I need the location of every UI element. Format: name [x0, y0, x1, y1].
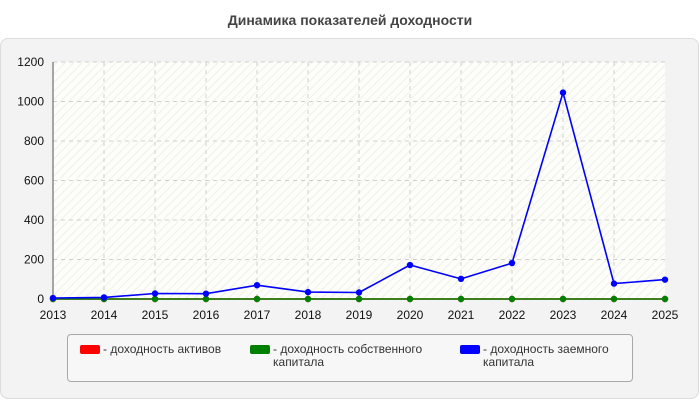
- series-point-2: [559, 89, 567, 96]
- legend-item-activ[interactable]: - доходность активов: [80, 343, 221, 356]
- legend-item-borrowed[interactable]: - доходность заемного капитала: [460, 343, 623, 369]
- series-point-2: [508, 259, 516, 267]
- x-tick-label: 2025: [652, 308, 679, 322]
- series-point-1: [610, 295, 618, 303]
- series-point-1: [457, 295, 465, 303]
- series-point-1: [355, 295, 363, 303]
- series-point-2: [49, 294, 57, 302]
- series-point-1: [202, 295, 210, 303]
- x-tick-label: 2024: [601, 308, 628, 322]
- x-tick-label: 2022: [499, 308, 526, 322]
- x-tick-label: 2019: [346, 308, 373, 322]
- x-tick-label: 2016: [193, 308, 220, 322]
- legend: - доходность активов - доходность собств…: [67, 334, 633, 382]
- legend-label-own: - доходность собственного капитала: [273, 342, 423, 369]
- series-point-2: [253, 281, 261, 289]
- y-tick-label: 1200: [17, 55, 44, 69]
- legend-label-borrowed: - доходность заемного капитала: [483, 342, 609, 369]
- chart-title: Динамика показателей доходности: [227, 12, 473, 28]
- series-point-2: [661, 276, 669, 283]
- y-tick-label: 800: [24, 134, 44, 148]
- series-point-2: [151, 290, 159, 297]
- x-tick-label: 2014: [91, 308, 118, 322]
- x-tick-label: 2021: [448, 308, 475, 322]
- series-point-1: [253, 295, 261, 303]
- series-point-1: [151, 295, 159, 303]
- y-tick-label: 600: [24, 174, 44, 188]
- x-tick-label: 2017: [244, 308, 271, 322]
- series-point-1: [406, 295, 414, 303]
- y-tick-label: 200: [24, 253, 44, 267]
- series-point-2: [100, 294, 108, 301]
- series-point-2: [304, 288, 312, 296]
- series-point-1: [304, 295, 312, 303]
- series-point-2: [610, 280, 618, 287]
- series-point-1: [559, 295, 567, 303]
- series-point-1: [508, 295, 516, 303]
- y-tick-label: 0: [37, 292, 44, 306]
- series-point-2: [355, 289, 363, 296]
- legend-swatch-own: [250, 345, 270, 354]
- series-point-1: [661, 295, 669, 303]
- legend-item-own[interactable]: - доходность собственного капитала: [250, 343, 438, 369]
- y-tick-label: 1000: [17, 95, 44, 109]
- x-tick-label: 2020: [397, 308, 424, 322]
- legend-swatch-borrowed: [460, 345, 480, 354]
- x-tick-label: 2018: [295, 308, 322, 322]
- series-point-2: [457, 275, 465, 283]
- x-tick-label: 2015: [142, 308, 169, 322]
- series-point-2: [202, 290, 210, 297]
- x-tick-label: 2023: [550, 308, 577, 322]
- x-tick-label: 2013: [40, 308, 67, 322]
- legend-label-activ: - доходность активов: [103, 342, 222, 356]
- legend-swatch-activ: [80, 345, 100, 354]
- y-tick-label: 400: [24, 213, 44, 227]
- series-point-2: [406, 261, 414, 269]
